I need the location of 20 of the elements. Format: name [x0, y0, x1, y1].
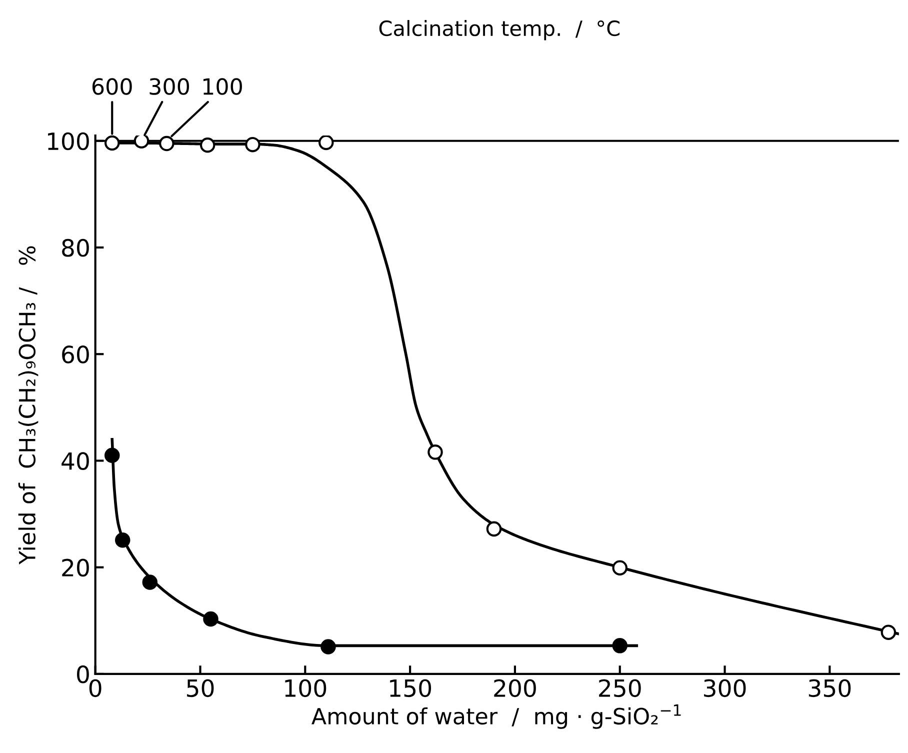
x-axis-title: Amount of water / mg · g-SiO₂$^{−1}$: [312, 704, 681, 729]
y-tick-label: 0: [77, 665, 89, 684]
chart-title: Calcination temp. / °C: [379, 20, 620, 40]
annotation: 300: [150, 78, 190, 95]
y-tick-label: 20: [62, 558, 89, 577]
y-axis-title: Yield of CH₃(CH₂)₉OCH₃ / %: [18, 246, 38, 565]
x-tick-label: 250: [599, 679, 641, 698]
y-tick-label: 100: [48, 132, 89, 150]
x-tick-label: 100: [285, 679, 326, 698]
x-tick-label: 350: [808, 679, 851, 698]
x-tick-label: 300: [704, 679, 746, 698]
y-tick-label: 40: [62, 452, 89, 470]
x-tick-label: 50: [187, 679, 214, 698]
y-tick-label: 80: [62, 238, 89, 257]
x-tick-label: 0: [89, 679, 102, 698]
y-tick-label: 60: [62, 346, 89, 364]
annotation: 100: [203, 78, 242, 95]
annotation: 600: [92, 78, 132, 95]
x-tick-label: 150: [390, 679, 432, 698]
x-tick-label: 200: [494, 679, 536, 698]
